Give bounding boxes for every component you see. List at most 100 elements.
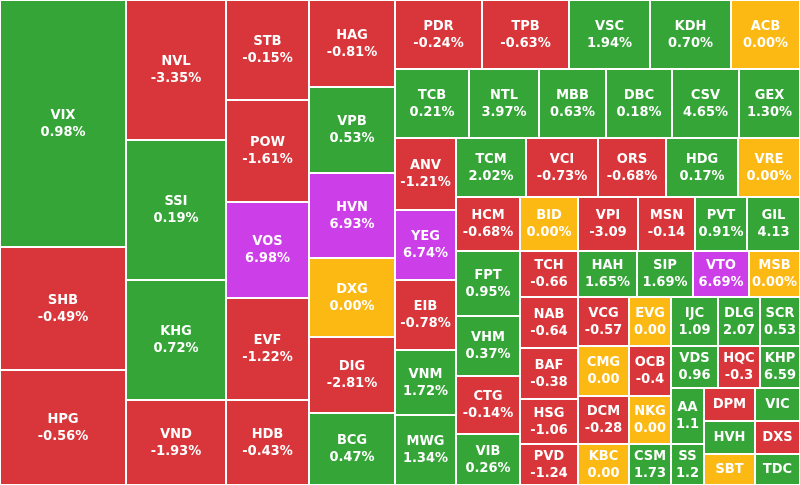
stock-tile[interactable]: ANV -1.21% (395, 138, 456, 210)
stock-tile[interactable]: BID 0.00% (520, 197, 578, 251)
change: 0.96 (678, 368, 711, 383)
stock-tile[interactable]: AA 1.1 (671, 388, 704, 444)
stock-tile[interactable]: TCM 2.02% (456, 138, 526, 197)
stock-tile[interactable]: GEX 1.30% (739, 69, 800, 138)
stock-tile[interactable]: NAB -0.64 (520, 297, 578, 348)
stock-tile[interactable]: KBC 0.00 (578, 444, 629, 485)
stock-tile[interactable]: TDC (755, 454, 800, 485)
stock-tile[interactable]: SIP 1.69% (637, 251, 693, 297)
ticker: DCM (586, 404, 621, 419)
ticker: ANV (409, 158, 441, 173)
stock-tile[interactable]: SHB -0.49% (0, 247, 126, 370)
stock-tile[interactable]: HQC -0.3 (718, 346, 760, 388)
stock-tile[interactable]: PVD -1.24 (520, 444, 578, 485)
stock-tile[interactable]: CSV 4.65% (672, 69, 739, 138)
stock-tile[interactable]: KHG 0.72% (126, 280, 226, 400)
stock-tile[interactable]: VPI -3.09 (578, 197, 638, 251)
ticker: MSB (758, 258, 791, 273)
stock-tile[interactable]: GIL 4.13 (747, 197, 800, 251)
stock-tile[interactable]: HAG -0.81% (309, 0, 395, 87)
stock-tile[interactable]: MSB 0.00% (749, 251, 800, 297)
stock-tile[interactable]: DXS (755, 421, 800, 454)
ticker: TCH (534, 258, 564, 273)
stock-tile[interactable]: ORS -0.68% (598, 138, 666, 197)
stock-tile[interactable]: EIB -0.78% (395, 280, 456, 350)
stock-tile[interactable]: FPT 0.95% (456, 251, 520, 316)
stock-tile[interactable]: ACB 0.00% (731, 0, 800, 69)
stock-tile[interactable]: EVG 0.00 (629, 297, 671, 346)
stock-tile[interactable]: SS 1.2 (671, 444, 704, 485)
stock-tile[interactable]: TPB -0.63% (482, 0, 569, 69)
stock-tile[interactable]: OCB -0.4 (629, 346, 671, 396)
stock-tile[interactable]: HSG -1.06 (520, 399, 578, 444)
change: 0.98% (40, 124, 86, 140)
stock-tile[interactable]: IJC 1.09 (671, 297, 718, 346)
stock-tile[interactable]: HVH (704, 421, 755, 454)
stock-tile[interactable]: VCG -0.57 (578, 297, 629, 346)
change: 0.17% (679, 168, 725, 184)
stock-tile[interactable]: SCR 0.53 (760, 297, 800, 346)
stock-tile[interactable]: VCI -0.73% (526, 138, 598, 197)
stock-tile[interactable]: DCM -0.28 (578, 396, 629, 444)
stock-tile[interactable]: NVL -3.35% (126, 0, 226, 140)
stock-tile[interactable]: VNM 1.72% (395, 350, 456, 415)
ticker: YEG (411, 229, 440, 244)
stock-tile[interactable]: KDH 0.70% (650, 0, 731, 69)
stock-tile[interactable]: NKG 0.00 (629, 396, 671, 444)
stock-tile[interactable]: CTG -0.14% (456, 376, 520, 434)
ticker: EIB (413, 299, 438, 314)
stock-tile[interactable]: DLG 2.07 (718, 297, 760, 346)
stock-tile[interactable]: NTL 3.97% (469, 69, 539, 138)
stock-tile[interactable]: MWG 1.34% (395, 415, 456, 485)
stock-tile[interactable]: CSM 1.73 (629, 444, 671, 485)
stock-tile[interactable]: PDR -0.24% (395, 0, 482, 69)
stock-tile[interactable]: VTO 6.69% (693, 251, 749, 297)
stock-tile[interactable]: POW -1.61% (226, 100, 309, 202)
change: 0.95% (465, 284, 511, 300)
stock-tile[interactable]: VHM 0.37% (456, 316, 520, 376)
stock-tile[interactable]: DXG 0.00% (309, 258, 395, 337)
stock-tile[interactable]: HDB -0.43% (226, 400, 309, 485)
stock-tile[interactable]: DIG -2.81% (309, 337, 395, 413)
stock-tile[interactable]: VRE 0.00% (738, 138, 800, 197)
stock-tile[interactable]: BCG 0.47% (309, 413, 395, 485)
stock-tile[interactable]: CMG 0.00 (578, 346, 629, 396)
ticker: EVG (635, 305, 665, 321)
stock-tile[interactable]: MSN -0.14 (638, 197, 695, 251)
stock-tile[interactable]: SBT (704, 454, 755, 485)
stock-tile[interactable]: TCB 0.21% (395, 69, 469, 138)
change: -0.43% (242, 443, 293, 459)
stock-tile[interactable]: PVT 0.91% (695, 197, 747, 251)
change: 6.74% (402, 246, 449, 261)
stock-tile[interactable]: VDS 0.96 (671, 346, 718, 388)
stock-tile[interactable]: VIC (755, 388, 800, 421)
stock-tile[interactable]: VIB 0.26% (456, 434, 520, 485)
stock-tile[interactable]: HDG 0.17% (666, 138, 738, 197)
stock-tile[interactable]: YEG 6.74% (395, 210, 456, 280)
stock-tile[interactable]: MBB 0.63% (539, 69, 606, 138)
stock-tile[interactable]: HVN 6.93% (309, 173, 395, 258)
ticker: BAF (534, 357, 564, 373)
ticker: AA (677, 400, 698, 415)
stock-tile[interactable]: BAF -0.38 (520, 348, 578, 399)
stock-tile[interactable]: EVF -1.22% (226, 298, 309, 400)
change: 0.47% (329, 450, 375, 465)
change: 6.69% (698, 275, 744, 290)
stock-tile[interactable]: HAH 1.65% (578, 251, 637, 297)
stock-tile[interactable]: STB -0.15% (226, 0, 309, 100)
change: 4.65% (682, 104, 729, 120)
stock-tile[interactable]: VOS 6.98% (226, 202, 309, 298)
stock-tile[interactable]: DBC 0.18% (606, 69, 672, 138)
stock-tile[interactable]: TCH -0.66 (520, 251, 578, 297)
stock-tile[interactable]: HCM -0.68% (456, 197, 520, 251)
ticker: VPI (595, 208, 621, 223)
ticker: FPT (474, 267, 502, 283)
stock-tile[interactable]: VIX 0.98% (0, 0, 126, 247)
stock-tile[interactable]: HPG -0.56% (0, 370, 126, 485)
stock-tile[interactable]: DPM (704, 388, 755, 421)
stock-tile[interactable]: VND -1.93% (126, 400, 226, 485)
stock-tile[interactable]: KHP 6.59 (760, 346, 800, 388)
stock-tile[interactable]: VSC 1.94% (569, 0, 650, 69)
stock-tile[interactable]: VPB 0.53% (309, 87, 395, 173)
stock-tile[interactable]: SSI 0.19% (126, 140, 226, 280)
